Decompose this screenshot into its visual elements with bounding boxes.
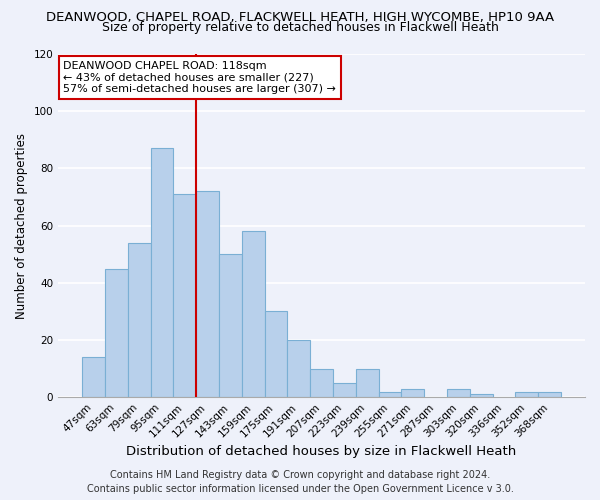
Bar bbox=[356, 368, 379, 397]
Bar bbox=[82, 357, 105, 397]
Bar bbox=[447, 388, 470, 397]
Bar bbox=[333, 383, 356, 397]
Bar bbox=[196, 192, 219, 397]
X-axis label: Distribution of detached houses by size in Flackwell Heath: Distribution of detached houses by size … bbox=[127, 444, 517, 458]
Bar bbox=[242, 232, 265, 397]
Bar bbox=[151, 148, 173, 397]
Y-axis label: Number of detached properties: Number of detached properties bbox=[15, 132, 28, 318]
Bar bbox=[173, 194, 196, 397]
Bar bbox=[219, 254, 242, 397]
Bar bbox=[538, 392, 561, 397]
Bar bbox=[401, 388, 424, 397]
Bar bbox=[265, 312, 287, 397]
Bar bbox=[105, 268, 128, 397]
Bar bbox=[470, 394, 493, 397]
Text: Contains HM Land Registry data © Crown copyright and database right 2024.
Contai: Contains HM Land Registry data © Crown c… bbox=[86, 470, 514, 494]
Bar bbox=[128, 243, 151, 397]
Bar bbox=[310, 368, 333, 397]
Bar bbox=[515, 392, 538, 397]
Text: Size of property relative to detached houses in Flackwell Heath: Size of property relative to detached ho… bbox=[101, 21, 499, 34]
Bar bbox=[379, 392, 401, 397]
Bar bbox=[287, 340, 310, 397]
Text: DEANWOOD, CHAPEL ROAD, FLACKWELL HEATH, HIGH WYCOMBE, HP10 9AA: DEANWOOD, CHAPEL ROAD, FLACKWELL HEATH, … bbox=[46, 11, 554, 24]
Text: DEANWOOD CHAPEL ROAD: 118sqm
← 43% of detached houses are smaller (227)
57% of s: DEANWOOD CHAPEL ROAD: 118sqm ← 43% of de… bbox=[64, 61, 337, 94]
